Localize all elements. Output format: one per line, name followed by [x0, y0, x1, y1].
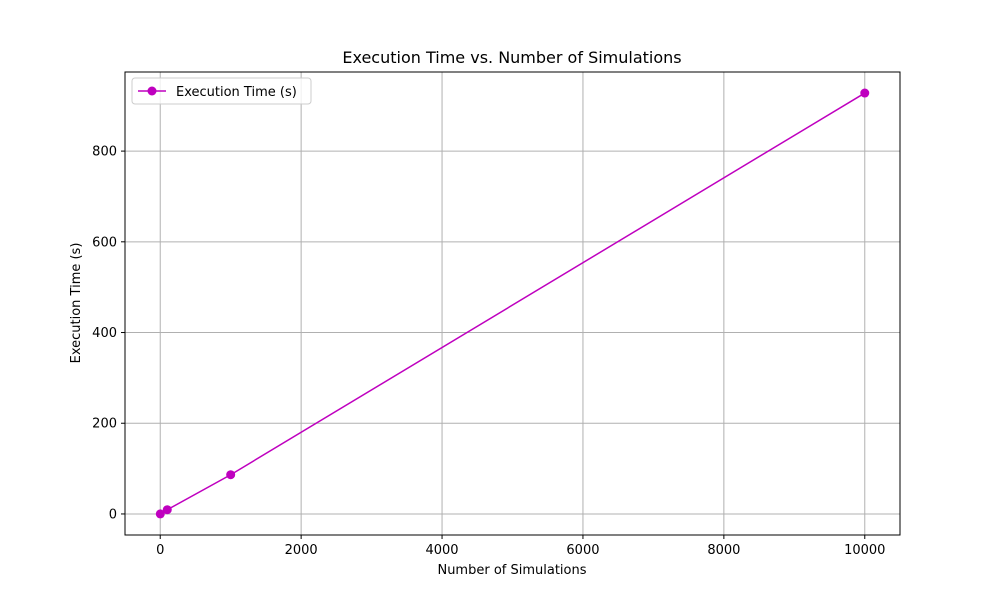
data-series: [155, 88, 870, 519]
y-tick-label: 600: [92, 235, 117, 250]
x-tick-label: 2000: [285, 543, 318, 558]
data-point: [226, 470, 236, 480]
x-tick-label: 8000: [707, 543, 740, 558]
axis-ticks: 0 2000 4000 6000 8000 10000 0 200 400 600 800: [92, 145, 885, 558]
data-point: [162, 505, 172, 515]
x-axis-label: Number of Simulations: [437, 563, 586, 578]
legend: Execution Time (s): [131, 77, 312, 105]
grid-lines: [125, 72, 900, 535]
data-point: [155, 509, 165, 519]
y-tick-label: 0: [109, 507, 117, 522]
legend-box: [131, 77, 312, 105]
y-axis-label: Execution Time (s): [69, 243, 84, 364]
legend-marker-swatch: [147, 86, 157, 96]
chart-title: Execution Time vs. Number of Simulations: [342, 48, 681, 67]
y-tick-label: 200: [92, 417, 117, 432]
data-point: [860, 88, 870, 98]
x-tick-label: 4000: [425, 543, 458, 558]
x-tick-label: 0: [156, 543, 164, 558]
y-tick-label: 400: [92, 326, 117, 341]
y-tick-label: 800: [92, 145, 117, 160]
x-tick-label: 6000: [566, 543, 599, 558]
legend-entry-label: Execution Time (s): [176, 85, 297, 100]
plot-area-frame: [124, 71, 901, 536]
x-tick-label: 10000: [844, 543, 885, 558]
